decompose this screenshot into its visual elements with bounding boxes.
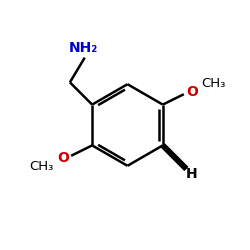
Text: CH₃: CH₃ xyxy=(201,77,226,90)
Text: O: O xyxy=(57,151,69,165)
Text: NH₂: NH₂ xyxy=(69,41,98,55)
Text: H: H xyxy=(186,168,198,181)
Text: CH₃: CH₃ xyxy=(30,160,54,173)
Text: O: O xyxy=(186,85,198,99)
